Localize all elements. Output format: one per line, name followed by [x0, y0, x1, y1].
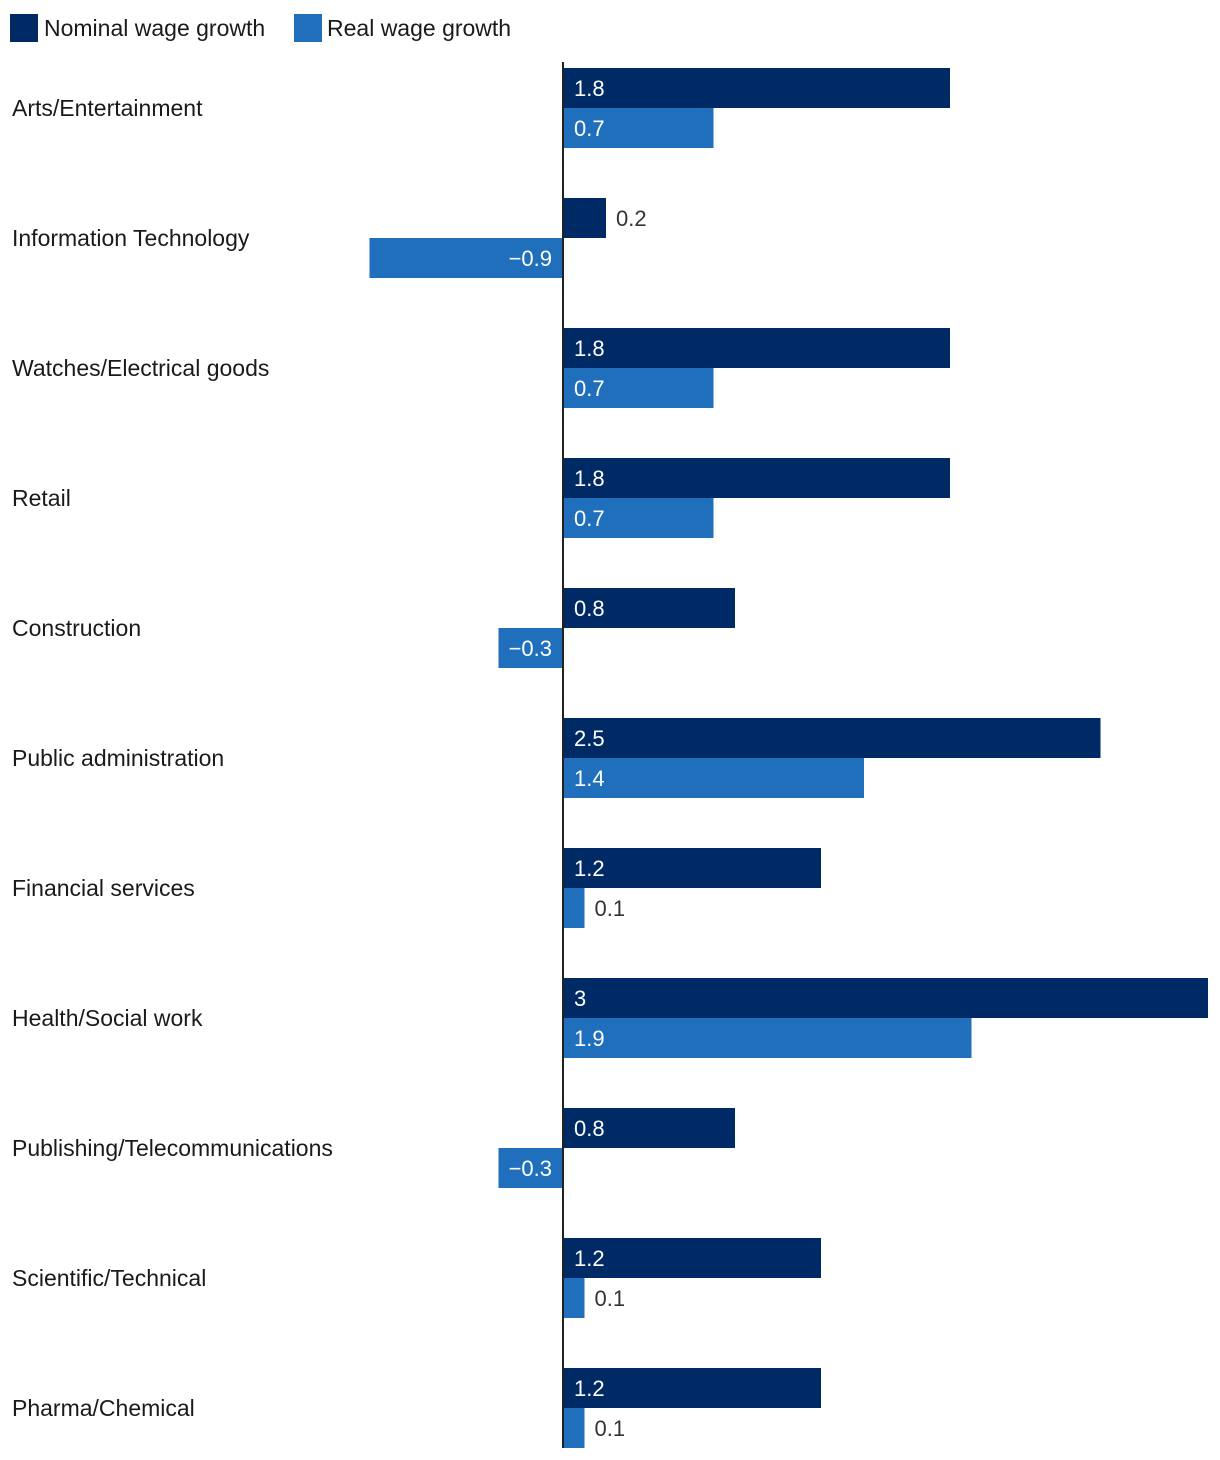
bar-real-information-technology — [369, 238, 563, 278]
bar-real-publishing-telecommunications — [498, 1148, 563, 1188]
bar-real-health-social-work — [563, 1018, 972, 1058]
bar-nominal-pharma-chemical — [563, 1368, 821, 1408]
legend-swatch-nominal — [10, 14, 38, 42]
value-label-nominal-scientific-technical: 1.2 — [574, 1246, 605, 1271]
value-label-real-scientific-technical: 0.1 — [595, 1286, 626, 1311]
bar-real-pharma-chemical — [563, 1408, 585, 1448]
bar-nominal-financial-services — [563, 848, 821, 888]
value-label-nominal-construction: 0.8 — [574, 596, 605, 621]
value-label-nominal-information-technology: 0.2 — [616, 206, 647, 231]
category-label-health-social-work: Health/Social work — [12, 1005, 203, 1031]
bar-nominal-scientific-technical — [563, 1238, 821, 1278]
value-label-nominal-retail: 1.8 — [574, 466, 605, 491]
legend-label-real: Real wage growth — [327, 15, 511, 41]
value-label-real-publishing-telecommunications: −0.3 — [509, 1156, 552, 1181]
value-label-nominal-arts-entertainment: 1.8 — [574, 76, 605, 101]
category-label-retail: Retail — [12, 485, 71, 511]
category-label-financial-services: Financial services — [12, 875, 195, 901]
bar-nominal-retail — [563, 458, 950, 498]
bars-group: 1.8 0.7 0.2 −0.9 1.8 0.7 1.8 0.7 0.8 −0.3 2.5 1.4 1.… — [369, 68, 1208, 1448]
bar-nominal-health-social-work — [563, 978, 1208, 1018]
bar-real-arts-entertainment — [563, 108, 714, 148]
category-labels: Arts/Entertainment Information Technology… — [12, 95, 333, 1421]
bar-real-financial-services — [563, 888, 585, 928]
bar-nominal-publishing-telecommunications — [563, 1108, 735, 1148]
bar-real-scientific-technical — [563, 1278, 585, 1318]
bar-nominal-construction — [563, 588, 735, 628]
value-label-nominal-watches-electrical-goods: 1.8 — [574, 336, 605, 361]
bar-nominal-watches-electrical-goods — [563, 328, 950, 368]
value-label-nominal-public-administration: 2.5 — [574, 726, 605, 751]
bar-real-watches-electrical-goods — [563, 368, 714, 408]
bar-real-construction — [498, 628, 563, 668]
bar-real-retail — [563, 498, 714, 538]
category-label-pharma-chemical: Pharma/Chemical — [12, 1395, 195, 1421]
bar-nominal-public-administration — [563, 718, 1101, 758]
category-label-publishing-telecommunications: Publishing/Telecommunications — [12, 1135, 333, 1161]
category-label-information-technology: Information Technology — [12, 225, 250, 251]
value-label-real-retail: 0.7 — [574, 506, 605, 531]
bar-real-public-administration — [563, 758, 864, 798]
category-label-watches-electrical-goods: Watches/Electrical goods — [12, 355, 269, 381]
category-label-construction: Construction — [12, 615, 141, 641]
legend-swatch-real — [294, 14, 322, 42]
value-label-real-information-technology: −0.9 — [509, 246, 552, 271]
bar-nominal-information-technology — [563, 198, 606, 238]
value-label-nominal-pharma-chemical: 1.2 — [574, 1376, 605, 1401]
legend: Nominal wage growth Real wage growth — [10, 14, 511, 42]
value-label-real-construction: −0.3 — [509, 636, 552, 661]
category-label-public-administration: Public administration — [12, 745, 224, 771]
value-label-real-arts-entertainment: 0.7 — [574, 116, 605, 141]
category-label-scientific-technical: Scientific/Technical — [12, 1265, 206, 1291]
value-label-real-pharma-chemical: 0.1 — [595, 1416, 626, 1441]
value-label-nominal-publishing-telecommunications: 0.8 — [574, 1116, 605, 1141]
value-label-real-watches-electrical-goods: 0.7 — [574, 376, 605, 401]
bar-nominal-arts-entertainment — [563, 68, 950, 108]
value-label-nominal-health-social-work: 3 — [574, 986, 586, 1011]
value-label-nominal-financial-services: 1.2 — [574, 856, 605, 881]
value-label-real-health-social-work: 1.9 — [574, 1026, 605, 1051]
value-label-real-financial-services: 0.1 — [595, 896, 626, 921]
legend-label-nominal: Nominal wage growth — [44, 15, 265, 41]
value-label-real-public-administration: 1.4 — [574, 766, 605, 791]
category-label-arts-entertainment: Arts/Entertainment — [12, 95, 203, 121]
